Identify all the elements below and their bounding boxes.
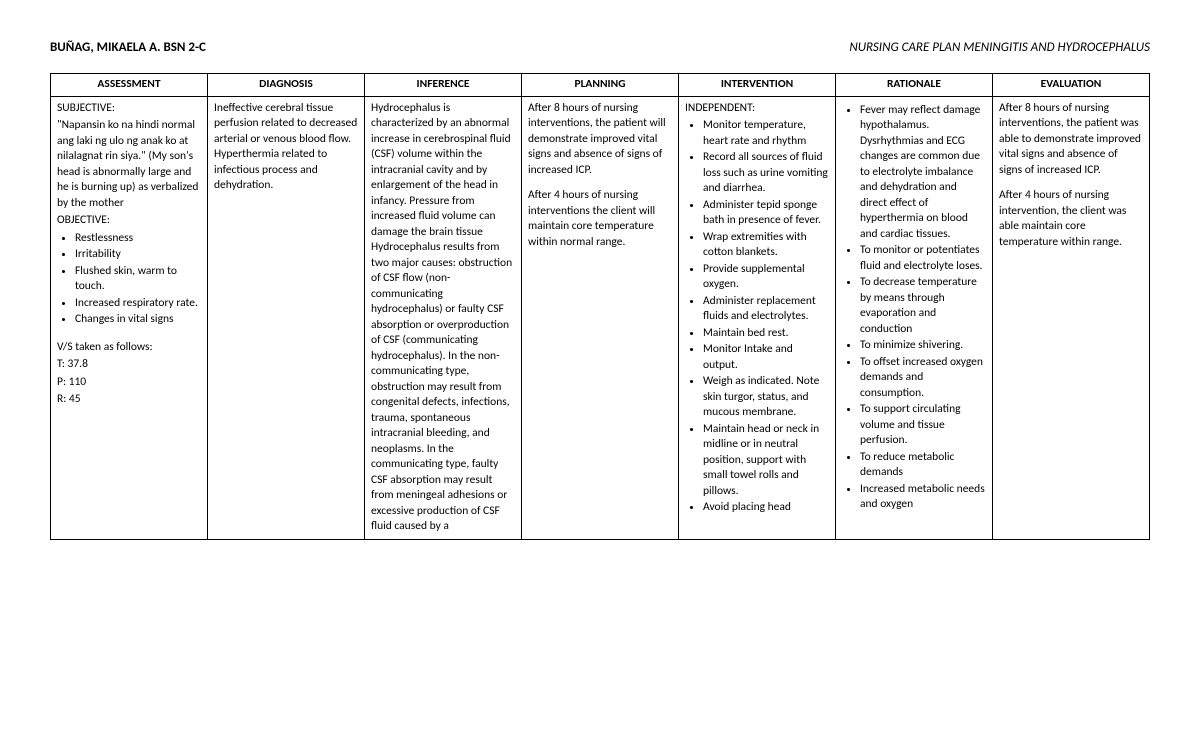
cell-evaluation: After 8 hours of nursing interventions, … bbox=[993, 96, 1150, 539]
list-item: To decrease temperature by means through… bbox=[860, 275, 986, 337]
objective-list: Restlessness Irritability Flushed skin, … bbox=[57, 231, 201, 328]
list-item: Increased respiratory rate. bbox=[75, 296, 201, 312]
list-item: Avoid placing head bbox=[703, 500, 829, 516]
list-item: Maintain bed rest. bbox=[703, 326, 829, 342]
cell-rationale: Fever may reflect damage hypothalamus. D… bbox=[836, 96, 993, 539]
list-item: To minimize shivering. bbox=[860, 338, 986, 354]
list-item: To reduce metabolic demands bbox=[860, 450, 986, 481]
list-item: Flushed skin, warm to touch. bbox=[75, 264, 201, 295]
objective-label: OBJECTIVE: bbox=[57, 213, 201, 229]
list-item: Changes in vital signs bbox=[75, 312, 201, 328]
list-item: Monitor Intake and output. bbox=[703, 342, 829, 373]
list-item: Weigh as indicated. Note skin turgor, st… bbox=[703, 374, 829, 421]
rationale-list: Fever may reflect damage hypothalamus. D… bbox=[842, 103, 986, 513]
intervention-list: Monitor temperature, heart rate and rhyt… bbox=[685, 118, 829, 516]
list-item: Wrap extremities with cotton blankets. bbox=[703, 230, 829, 261]
cell-planning: After 8 hours of nursing interventions, … bbox=[522, 96, 679, 539]
cell-diagnosis: Ineffective cerebral tissue perfusion re… bbox=[208, 96, 365, 539]
subjective-label: SUBJECTIVE: bbox=[57, 101, 201, 117]
subjective-text: "Napansin ko na hindi normal ang laki ng… bbox=[57, 118, 201, 211]
planning-p2: After 4 hours of nursing interventions t… bbox=[528, 188, 672, 250]
list-item: Increased metabolic needs and oxygen bbox=[860, 482, 986, 513]
col-planning: PLANNING bbox=[522, 74, 679, 97]
diagnosis-text: Ineffective cerebral tissue perfusion re… bbox=[214, 101, 358, 194]
list-item: To support circulating volume and tissue… bbox=[860, 402, 986, 449]
header-left: BUÑAG, MIKAELA A. BSN 2-C bbox=[50, 40, 206, 55]
col-assessment: ASSESSMENT bbox=[51, 74, 208, 97]
inference-text: Hydrocephalus is characterized by an abn… bbox=[371, 101, 515, 535]
care-plan-table: ASSESSMENT DIAGNOSIS INFERENCE PLANNING … bbox=[50, 73, 1150, 540]
list-item: Administer replacement fluids and electr… bbox=[703, 294, 829, 325]
intervention-label: INDEPENDENT: bbox=[685, 101, 829, 117]
col-rationale: RATIONALE bbox=[836, 74, 993, 97]
header-right: NURSING CARE PLAN MENINGITIS AND HYDROCE… bbox=[849, 40, 1150, 55]
list-item: Monitor temperature, heart rate and rhyt… bbox=[703, 118, 829, 149]
table-row: SUBJECTIVE: "Napansin ko na hindi normal… bbox=[51, 96, 1150, 539]
table-header-row: ASSESSMENT DIAGNOSIS INFERENCE PLANNING … bbox=[51, 74, 1150, 97]
list-item: Administer tepid sponge bath in presence… bbox=[703, 198, 829, 229]
list-item: Record all sources of fluid loss such as… bbox=[703, 150, 829, 197]
cell-assessment: SUBJECTIVE: "Napansin ko na hindi normal… bbox=[51, 96, 208, 539]
evaluation-p1: After 8 hours of nursing interventions, … bbox=[999, 101, 1143, 179]
planning-p1: After 8 hours of nursing interventions, … bbox=[528, 101, 672, 179]
vs-r: R: 45 bbox=[57, 392, 201, 408]
col-evaluation: EVALUATION bbox=[993, 74, 1150, 97]
list-item: Provide supplemental oxygen. bbox=[703, 262, 829, 293]
page-header: BUÑAG, MIKAELA A. BSN 2-C NURSING CARE P… bbox=[50, 40, 1150, 55]
list-item: Fever may reflect damage hypothalamus. D… bbox=[860, 103, 986, 243]
vs-p: P: 110 bbox=[57, 375, 201, 391]
cell-inference: Hydrocephalus is characterized by an abn… bbox=[365, 96, 522, 539]
col-diagnosis: DIAGNOSIS bbox=[208, 74, 365, 97]
list-item: To monitor or potentiates fluid and elec… bbox=[860, 243, 986, 274]
vs-label: V/S taken as follows: bbox=[57, 340, 201, 356]
list-item: Irritability bbox=[75, 247, 201, 263]
vs-t: T: 37.8 bbox=[57, 357, 201, 373]
list-item: Maintain head or neck in midline or in n… bbox=[703, 422, 829, 500]
list-item: To offset increased oxygen demands and c… bbox=[860, 355, 986, 402]
col-inference: INFERENCE bbox=[365, 74, 522, 97]
col-intervention: INTERVENTION bbox=[679, 74, 836, 97]
cell-intervention: INDEPENDENT: Monitor temperature, heart … bbox=[679, 96, 836, 539]
list-item: Restlessness bbox=[75, 231, 201, 247]
evaluation-p2: After 4 hours of nursing intervention, t… bbox=[999, 188, 1143, 250]
